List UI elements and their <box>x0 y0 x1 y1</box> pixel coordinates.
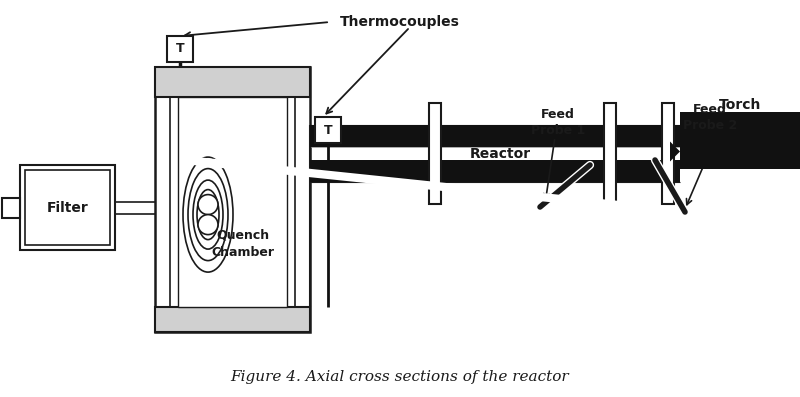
Bar <box>662 103 674 204</box>
Ellipse shape <box>183 157 233 272</box>
Text: Quench
Chamber: Quench Chamber <box>211 229 274 259</box>
Bar <box>167 36 193 62</box>
Ellipse shape <box>188 169 228 260</box>
Bar <box>604 103 616 204</box>
Ellipse shape <box>198 195 218 215</box>
Text: Reactor: Reactor <box>470 146 530 160</box>
Text: Filter: Filter <box>46 200 88 214</box>
Polygon shape <box>670 141 680 162</box>
Bar <box>680 112 800 169</box>
Text: Feed
Probe 2: Feed Probe 2 <box>683 103 737 132</box>
Bar <box>155 67 310 97</box>
Text: T: T <box>324 123 332 137</box>
Ellipse shape <box>198 215 218 235</box>
Bar <box>20 165 115 250</box>
Bar <box>310 160 680 182</box>
Bar <box>429 103 441 204</box>
Text: Thermocouples: Thermocouples <box>340 15 460 29</box>
Ellipse shape <box>197 190 219 240</box>
Text: Torch: Torch <box>719 98 761 112</box>
Bar <box>315 117 341 143</box>
Bar <box>25 170 110 245</box>
Text: T: T <box>176 42 184 56</box>
Bar <box>310 125 680 147</box>
Bar <box>155 307 310 332</box>
Bar <box>178 97 287 307</box>
Ellipse shape <box>193 180 223 249</box>
Bar <box>155 67 310 332</box>
Bar <box>2 197 20 218</box>
Text: Figure 4. Axial cross sections of the reactor: Figure 4. Axial cross sections of the re… <box>230 370 570 384</box>
Text: Feed
Probe 1: Feed Probe 1 <box>531 108 585 137</box>
